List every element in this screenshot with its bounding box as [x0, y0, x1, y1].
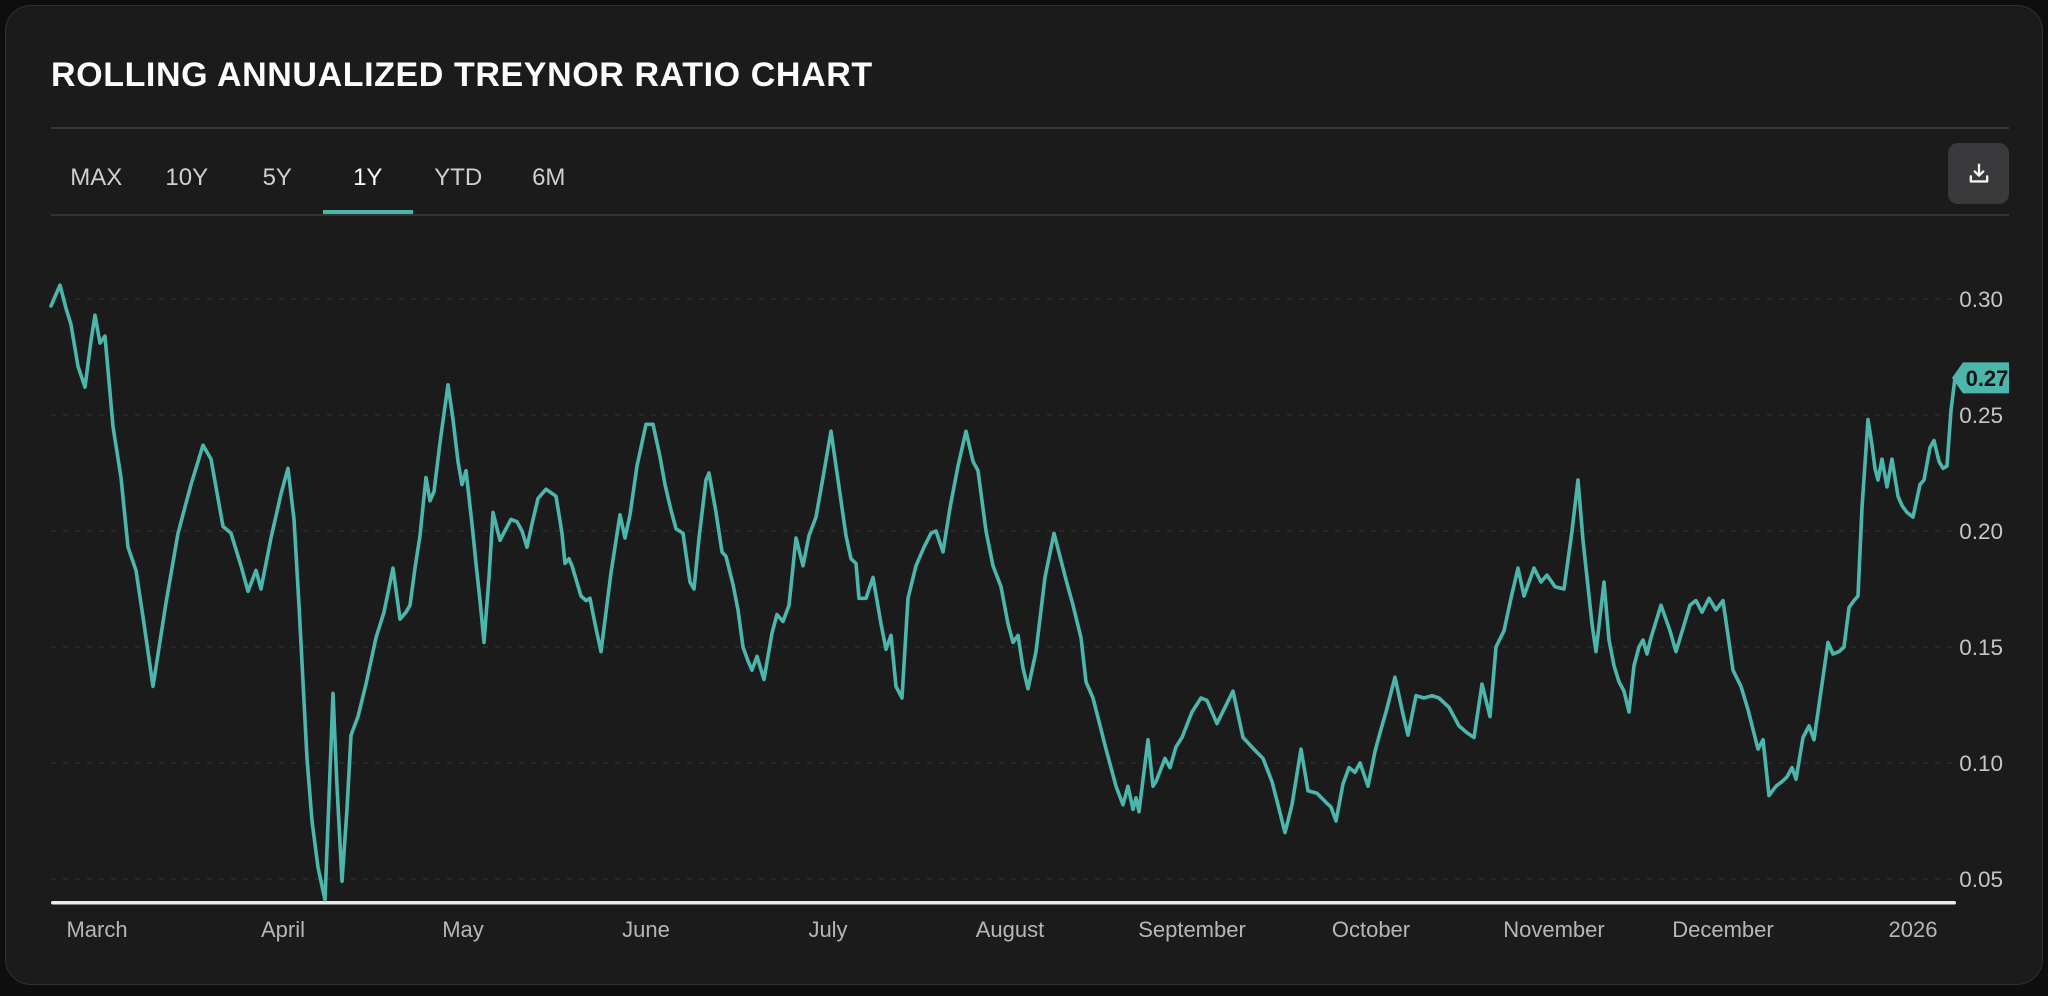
svg-text:November: November: [1503, 917, 1604, 942]
x-axis-line: [51, 901, 1956, 905]
page-title: ROLLING ANNUALIZED TREYNOR RATIO CHART: [51, 56, 873, 94]
svg-text:October: October: [1332, 917, 1410, 942]
svg-text:August: August: [976, 917, 1045, 942]
y-axis-labels: 0.30 0.25 0.20 0.15 0.10 0.05: [1959, 287, 2003, 892]
download-button[interactable]: [1948, 143, 2009, 204]
svg-text:May: May: [442, 917, 484, 942]
x-axis-labels: March April May June July August September Octo…: [66, 917, 1937, 942]
svg-text:April: April: [261, 917, 305, 942]
svg-text:0.25: 0.25: [1959, 403, 2003, 428]
svg-text:2026: 2026: [1889, 917, 1938, 942]
header-divider: [51, 127, 2009, 129]
range-tabs: MAX 10Y 5Y 1Y YTD 6M: [51, 146, 2009, 216]
tab-max[interactable]: MAX: [70, 164, 123, 191]
svg-text:December: December: [1672, 917, 1773, 942]
current-value-badge: 0.27: [1952, 362, 2009, 394]
svg-text:0.15: 0.15: [1959, 635, 2003, 660]
svg-text:0.27: 0.27: [1966, 366, 2009, 391]
svg-text:0.20: 0.20: [1959, 519, 2003, 544]
gridlines: [51, 298, 1954, 880]
svg-text:July: July: [808, 917, 847, 942]
tab-ytd[interactable]: YTD: [434, 164, 483, 191]
svg-text:0.30: 0.30: [1959, 287, 2003, 312]
download-icon: [1965, 160, 1993, 188]
svg-text:0.10: 0.10: [1959, 751, 2003, 776]
svg-text:June: June: [622, 917, 670, 942]
treynor-line: [49, 283, 1957, 902]
tab-5y[interactable]: 5Y: [262, 164, 292, 191]
tab-6m[interactable]: 6M: [532, 164, 566, 191]
tab-1y[interactable]: 1Y: [322, 146, 413, 214]
svg-text:March: March: [66, 917, 127, 942]
tab-10y[interactable]: 10Y: [165, 164, 209, 191]
chart-card: ROLLING ANNUALIZED TREYNOR RATIO CHART M…: [5, 5, 2043, 985]
svg-text:0.05: 0.05: [1959, 867, 2003, 892]
svg-text:September: September: [1138, 917, 1246, 942]
